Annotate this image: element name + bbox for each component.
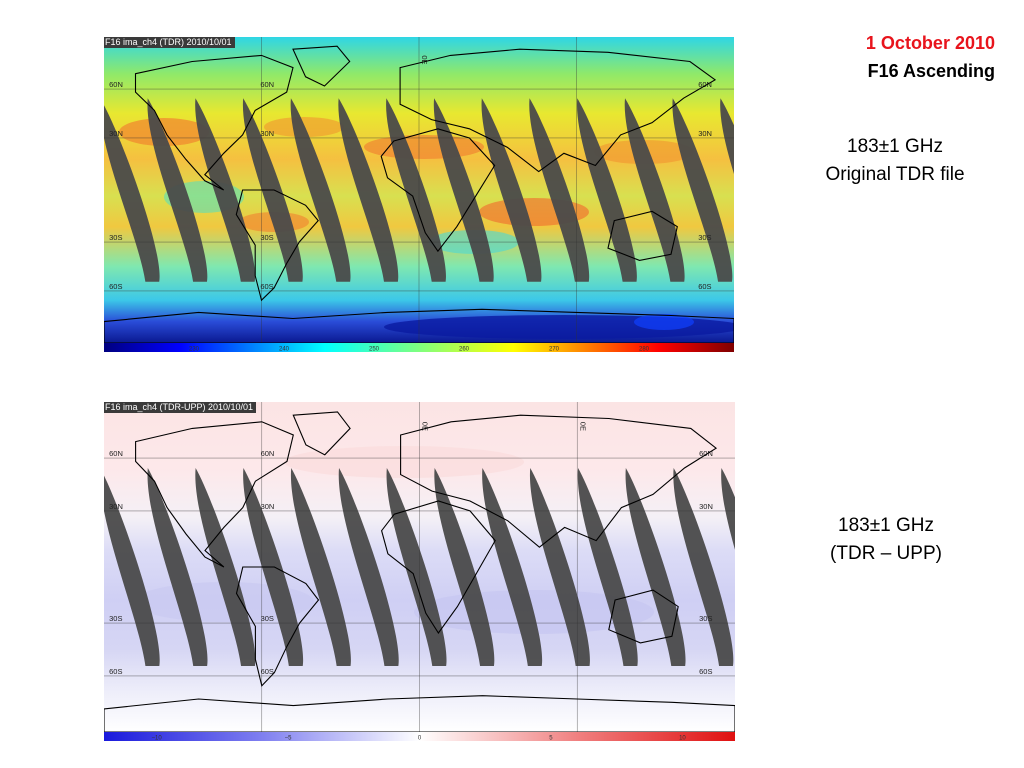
diff-greenland-outline <box>292 411 351 456</box>
diff-africa-outline <box>380 500 496 634</box>
tdr-colorbar-tick: 270 <box>549 347 560 353</box>
diff-colorbar-tick: 5 <box>549 736 553 742</box>
tdr-swath-gap <box>290 98 351 282</box>
diff-map-canvas: 60N 30N 30S 60S 60N 30N 30S 60S 60N 30N 30S 60S 0E 0E… <box>104 402 735 741</box>
tdr-australia-outline <box>607 210 678 261</box>
tdr-longitude-label: 0E <box>420 55 429 64</box>
diff-swath-gap <box>104 475 160 666</box>
tdr-map-panel: 60N 30N 30S 60S 60N 30N 30S 60S 60N 30N 30S 60S 0E 2… <box>104 37 734 352</box>
diff-colorbar-gradient <box>104 732 735 741</box>
diff-colorbar-tick: 10 <box>679 736 686 742</box>
tdr-latitude-label: 30N <box>109 129 123 138</box>
diff-caption-frequency: 183±1 GHz <box>838 515 934 536</box>
tdr-caption: 183±1 GHz Original TDR file <box>795 133 995 189</box>
diff-australia-outline <box>608 589 679 644</box>
diff-swath-gap <box>482 468 543 666</box>
diff-colorbar: −10 −5 0 5 10 <box>104 732 735 741</box>
tdr-north-america-outline <box>134 54 294 191</box>
tdr-swath-gap <box>672 98 733 282</box>
tdr-swath-gap <box>576 98 637 282</box>
tdr-latitude-label: 60S <box>698 282 711 291</box>
diff-south-america-outline <box>235 566 320 687</box>
diff-caption: 183±1 GHz (TDR – UPP) <box>786 512 986 568</box>
tdr-graticule: 60N 30N 30S 60S 60N 30N 30S 60S 60N 30N 30S 60S 0E <box>104 37 734 343</box>
tdr-latitude-label: 60S <box>260 282 273 291</box>
tdr-latitude-label: 30N <box>698 129 712 138</box>
tdr-swath-gap <box>720 98 734 174</box>
diff-latitude-label: 60N <box>261 449 275 458</box>
diff-swath-gap <box>625 468 686 666</box>
diff-swath-gap <box>338 468 399 666</box>
tdr-latitude-label: 60S <box>109 282 122 291</box>
tdr-swath-gap <box>195 98 256 282</box>
tdr-latitude-label: 30N <box>260 129 274 138</box>
diff-colorbar-tick: 0 <box>418 736 422 742</box>
tdr-latitude-label: 30S <box>109 233 122 242</box>
tdr-colorbar-tick: 260 <box>459 347 470 353</box>
tdr-latitude-label: 30S <box>260 233 273 242</box>
diff-swath-gap <box>673 468 734 666</box>
tdr-swath-gap <box>624 98 685 282</box>
tdr-africa-outline <box>380 128 496 253</box>
tdr-eurasia-outline <box>399 48 717 173</box>
tdr-colorbar-tick: 280 <box>639 347 650 353</box>
diff-latitude-label: 60S <box>699 667 712 676</box>
diff-caption-description: (TDR – UPP) <box>830 543 942 564</box>
tdr-swath-gap <box>433 98 494 282</box>
diff-swath-gaps <box>104 468 735 666</box>
tdr-south-america-outline <box>235 189 319 302</box>
tdr-colorbar-tick: 240 <box>279 347 290 353</box>
diff-swath-gap <box>386 468 447 666</box>
diff-swath-gap <box>195 468 256 666</box>
diff-eurasia-outline <box>400 414 718 548</box>
tdr-map-title: F16 ima_ch4 (TDR) 2010/10/01 <box>104 37 235 48</box>
tdr-swath-gap <box>338 98 399 282</box>
tdr-colorbar-tick: 250 <box>369 347 380 353</box>
diff-latitude-label: 30N <box>699 502 713 511</box>
diff-graticule: 60N 30N 30S 60S 60N 30N 30S 60S 60N 30N 30S 60S 0E 0E <box>104 402 735 732</box>
diff-swath-gap <box>577 468 638 666</box>
tdr-latitude-label: 60N <box>698 80 712 89</box>
diff-swath-gap <box>147 468 208 666</box>
diff-latitude-label: 30S <box>261 614 274 623</box>
diff-latitude-label: 30S <box>699 614 712 623</box>
tdr-swath-gap <box>104 105 160 282</box>
diff-swath-gap <box>529 468 590 666</box>
tdr-swath-gap <box>147 98 208 282</box>
diff-colorbar-tick: −5 <box>285 736 293 742</box>
diff-latitude-label: 30S <box>109 614 122 623</box>
diff-colorbar-tick: −10 <box>151 736 162 742</box>
diff-swath-gap <box>721 468 735 550</box>
tdr-greenland-outline <box>292 45 351 87</box>
diff-swath-gap <box>434 468 495 666</box>
tdr-swath-gap <box>386 98 446 282</box>
diff-north-america-outline <box>135 421 294 568</box>
diff-latitude-label: 60N <box>109 449 123 458</box>
diff-latitude-label: 60N <box>699 449 713 458</box>
diff-longitude-label: 0E <box>578 422 587 431</box>
pass-title: F16 Ascending <box>867 61 995 81</box>
tdr-colorbar: 230 240 250 260 270 280 <box>104 343 734 352</box>
diff-latitude-label: 60S <box>261 667 274 676</box>
diff-map-title: F16 ima_ch4 (TDR-UPP) 2010/10/01 <box>104 402 257 413</box>
diff-latitude-label: 60S <box>109 667 122 676</box>
tdr-swath-gap <box>481 98 542 282</box>
tdr-caption-description: Original TDR file <box>825 164 965 185</box>
diff-longitude-label: 0E <box>421 422 430 431</box>
tdr-latitude-label: 30S <box>698 233 711 242</box>
diff-map-panel: 60N 30N 30S 60S 60N 30N 30S 60S 60N 30N 30S 60S 0E 0E… <box>104 402 735 741</box>
tdr-caption-frequency: 183±1 GHz <box>847 136 943 157</box>
date-title: 1 October 2010 <box>865 33 995 53</box>
tdr-latitude-label: 60N <box>109 80 123 89</box>
diff-latitude-label: 30N <box>109 502 123 511</box>
tdr-map-canvas: 60N 30N 30S 60S 60N 30N 30S 60S 60N 30N 30S 60S 0E 2… <box>104 37 734 352</box>
tdr-swath-gap <box>529 98 590 282</box>
tdr-colorbar-gradient <box>104 343 734 352</box>
diff-swath-gap <box>290 468 351 666</box>
tdr-colorbar-tick: 230 <box>189 347 200 353</box>
tdr-latitude-label: 60N <box>260 80 274 89</box>
diff-latitude-label: 30N <box>261 502 275 511</box>
